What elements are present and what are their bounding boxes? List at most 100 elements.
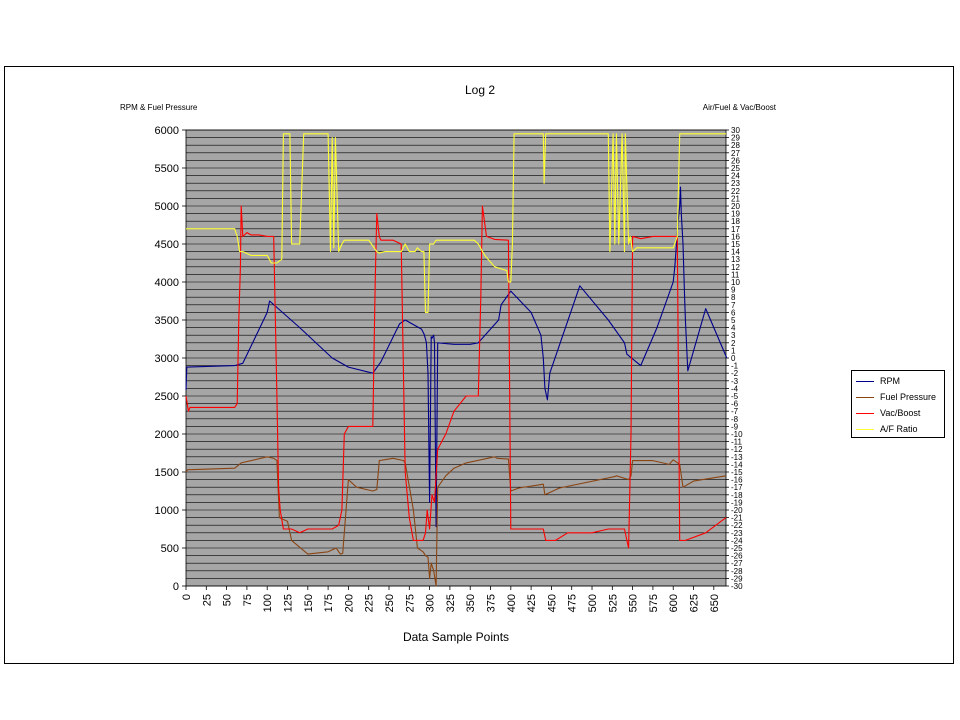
y-right-tick-label: -3 <box>731 377 739 386</box>
y-right-tick-label: -16 <box>731 476 743 485</box>
y-left-tick-label: 2000 <box>155 429 179 441</box>
y-right-tick-label: 19 <box>731 210 740 219</box>
y-left-tick-label: 5000 <box>155 201 179 213</box>
legend: RPM Fuel Pressure Vac/Boost A/F Ratio <box>851 370 945 438</box>
y-right-tick-label: 4 <box>731 324 736 333</box>
y-right-tick-label: -8 <box>731 415 739 424</box>
y-right-tick-label: -5 <box>731 392 739 401</box>
legend-item: Fuel Pressure <box>856 390 936 404</box>
x-tick-label: 125 <box>283 594 295 612</box>
legend-label: Vac/Boost <box>880 408 921 418</box>
y-right-tick-label: 28 <box>731 141 740 150</box>
y-right-tick-label: -20 <box>731 506 743 515</box>
y-right-tick-label: 20 <box>731 202 740 211</box>
y-left-axis-label: RPM & Fuel Pressure <box>120 103 198 112</box>
y-left-tick-label: 2500 <box>155 391 179 403</box>
y-right-tick-label: 12 <box>731 263 740 272</box>
x-tick-label: 575 <box>648 594 660 612</box>
x-tick-label: 550 <box>628 594 640 612</box>
legend-label: Fuel Pressure <box>880 392 937 402</box>
y-right-tick-label: -4 <box>731 384 739 393</box>
x-tick-label: 100 <box>262 594 274 612</box>
y-right-tick-label: 18 <box>731 217 740 226</box>
x-tick-label: 225 <box>364 594 376 612</box>
y-right-tick-label: -18 <box>731 491 743 500</box>
y-left-tick-label: 6000 <box>155 125 179 137</box>
legend-item: Vac/Boost <box>856 406 920 420</box>
x-tick-label: 400 <box>506 594 518 612</box>
y-right-tick-label: -15 <box>731 468 743 477</box>
y-right-tick-label: -7 <box>731 407 739 416</box>
y-right-axis-label: Air/Fuel & Vac/Boost <box>703 103 777 112</box>
y-right-tick-label: -27 <box>731 559 743 568</box>
y-right-tick-label: 17 <box>731 225 740 234</box>
legend-swatch <box>856 412 874 414</box>
series-line-fuel-pressure <box>185 456 727 587</box>
y-right-tick-label: 26 <box>731 156 740 165</box>
y-right-tick-label: 1 <box>731 346 736 355</box>
chart-title: Log 2 <box>465 83 495 97</box>
x-tick-label: 75 <box>242 594 254 606</box>
y-right-tick-label: -26 <box>731 552 743 561</box>
x-tick-label: 0 <box>181 594 193 600</box>
y-left-tick-label: 3500 <box>155 315 179 327</box>
legend-swatch <box>856 428 874 430</box>
y-right-tick-label: 21 <box>731 194 740 203</box>
y-right-tick-label: 2 <box>731 339 736 348</box>
x-tick-label: 350 <box>465 594 477 612</box>
legend-label: RPM <box>880 376 900 386</box>
legend-swatch <box>856 380 874 382</box>
y-right-tick-label: -19 <box>731 498 743 507</box>
y-right-tick-label: 16 <box>731 232 740 241</box>
series-line-vac-boost <box>185 205 727 549</box>
y-right-tick-label: -14 <box>731 460 743 469</box>
x-tick-label: 275 <box>404 594 416 612</box>
x-tick-label: 500 <box>587 594 599 612</box>
x-tick-label: 375 <box>486 594 498 612</box>
x-tick-label: 425 <box>526 594 538 612</box>
y-right-tick-label: -10 <box>731 430 743 439</box>
x-tick-label: 525 <box>607 594 619 612</box>
y-right-tick-label: 30 <box>731 126 740 135</box>
x-tick-label: 650 <box>709 594 721 612</box>
y-right-tick-label: 13 <box>731 255 740 264</box>
y-right-tick-label: -28 <box>731 567 743 576</box>
y-right-tick-label: 9 <box>731 286 736 295</box>
y-right-tick-label: 11 <box>731 270 740 279</box>
x-tick-label: 50 <box>222 594 234 606</box>
legend-item: RPM <box>856 374 900 388</box>
y-left-tick-label: 3000 <box>155 353 179 365</box>
y-right-tick-label: 0 <box>731 354 736 363</box>
x-tick-label: 600 <box>668 594 680 612</box>
y-right-tick-label: 15 <box>731 240 740 249</box>
y-right-tick-label: -17 <box>731 483 743 492</box>
y-right-tick-label: -24 <box>731 536 743 545</box>
y-right-tick-label: -30 <box>731 582 743 591</box>
x-tick-label: 25 <box>201 594 213 606</box>
legend-item: A/F Ratio <box>856 422 918 436</box>
x-tick-label: 625 <box>689 594 701 612</box>
x-tick-label: 175 <box>323 594 335 612</box>
y-right-tick-label: -13 <box>731 453 743 462</box>
y-right-tick-label: 25 <box>731 164 740 173</box>
y-right-tick-label: -25 <box>731 544 743 553</box>
y-right-tick-label: 10 <box>731 278 740 287</box>
y-right-tick-label: -22 <box>731 521 743 530</box>
y-right-tick-label: 22 <box>731 187 740 196</box>
y-right-tick-label: 24 <box>731 172 740 181</box>
y-right-tick-label: 5 <box>731 316 736 325</box>
y-right-tick-label: 8 <box>731 293 736 302</box>
y-left-tick-label: 1500 <box>155 467 179 479</box>
y-right-tick-label: 14 <box>731 248 740 257</box>
y-left-tick-label: 500 <box>161 543 179 555</box>
x-tick-label: 150 <box>303 594 315 612</box>
y-right-tick-label: 27 <box>731 149 740 158</box>
y-right-tick-label: -12 <box>731 445 743 454</box>
y-right-tick-label: 6 <box>731 308 736 317</box>
x-tick-label: 325 <box>445 594 457 612</box>
x-tick-label: 475 <box>567 594 579 612</box>
y-right-tick-label: -9 <box>731 422 739 431</box>
y-right-tick-label: -6 <box>731 400 739 409</box>
y-right-tick-label: -23 <box>731 529 743 538</box>
